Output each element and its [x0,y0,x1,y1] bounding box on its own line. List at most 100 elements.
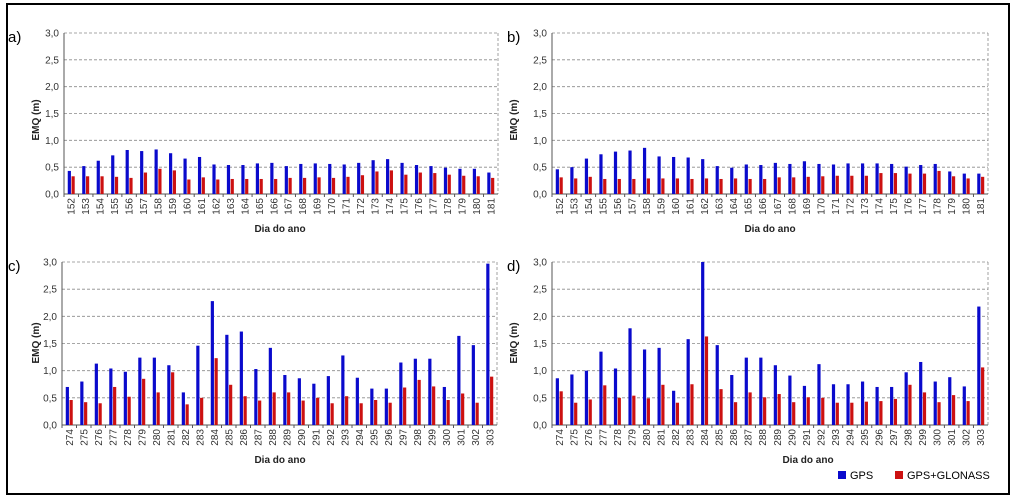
x-tick-label: 173 [371,198,382,215]
bar-gps-glonass [864,401,868,425]
y-tick-label: 2,5 [533,285,547,296]
bar-gps [875,163,879,194]
bar-gps-glonass [172,170,176,194]
bar-gps [413,358,417,425]
bar-gps-glonass [432,386,436,425]
legend-label-gps: GPS [850,470,873,482]
bar-gps [962,386,966,425]
bar-gps-glonass [559,391,563,425]
bar-gps-glonass [433,173,437,194]
bar-gps [313,163,317,194]
bar-gps [715,166,719,194]
bar-gps [442,386,446,425]
x-axis-label-d: Dia do ano [782,455,833,466]
x-tick-label: 277 [598,429,609,446]
x-tick-label: 172 [845,198,856,215]
x-tick-label: 277 [108,429,119,446]
bar-gps [80,381,84,425]
y-tick-label: 1,0 [533,136,547,147]
bar-gps-glonass [475,402,479,425]
legend-swatch-gps-glonass [895,471,903,479]
x-tick-label: 177 [428,198,439,215]
bar-gps-glonass [403,387,407,425]
bar-gps-glonass [835,402,839,425]
bar-gps [599,351,603,425]
bar-gps [270,162,274,194]
bar-gps [399,362,403,425]
x-tick-label: 164 [729,198,740,215]
x-tick-label: 290 [297,429,308,446]
bar-gps [140,151,144,194]
x-tick-label: 155 [598,198,609,215]
bar-gps [109,368,113,425]
x-axis-label-c: Dia do ano [254,455,305,466]
bar-gps [846,163,850,194]
x-axis-label-b: Dia do ano [744,224,795,235]
bar-gps [919,165,923,194]
bar-gps-glonass [158,168,162,194]
bar-gps-glonass [893,173,898,194]
panel-label-a: a) [8,29,21,46]
bar-gps [860,163,865,194]
bar-gps-glonass [98,403,102,425]
x-tick-label: 275 [569,429,580,446]
bar-gps-glonass [69,400,73,425]
bar-gps [96,160,100,194]
bar-gps-glonass [733,178,738,194]
bar-gps-glonass [661,384,665,425]
bar-gps-glonass [748,178,752,194]
bar-gps-glonass [879,401,883,425]
x-tick-label: 290 [787,429,798,446]
bar-gps [212,164,216,194]
bar-gps-glonass [143,172,148,194]
bar-gps-glonass [646,178,650,194]
bar-gps [686,339,690,425]
x-tick-label: 156 [125,198,136,215]
bar-gps-glonass [966,178,970,194]
y-tick-label: 1,0 [43,366,57,377]
bar-gps-glonass [214,358,218,425]
bar-gps-glonass [316,397,320,425]
bar-gps-glonass [951,395,956,425]
bar-gps-glonass [704,336,709,425]
x-tick-label: 285 [715,429,726,446]
x-tick-label: 172 [356,198,367,215]
panel-c: c) EMQ (m) Dia do ano [8,258,306,466]
bar-gps [312,383,316,425]
bar-gps [386,159,390,194]
bar-gps-glonass [777,177,781,194]
x-tick-label: 161 [197,198,208,215]
x-tick-label: 168 [298,198,309,215]
bar-gps [429,166,433,194]
x-tick-label: 179 [457,198,468,215]
x-tick-label: 286 [729,429,740,446]
y-tick-label: 3,0 [43,258,57,269]
bar-gps-glonass [317,177,321,194]
x-tick-label: 152 [555,198,566,215]
bar-gps-glonass [632,178,636,194]
x-tick-label: 282 [181,429,192,446]
bar-gps [225,334,229,425]
bar-gps-glonass [704,178,709,194]
panel-a: a) EMQ (m) Dia do ano [8,29,306,235]
bar-gps [890,386,894,425]
bar-gps [241,165,245,194]
bar-gps-glonass [835,175,839,194]
x-tick-label: 157 [627,198,638,215]
bar-gps-glonass [617,397,621,425]
x-tick-label: 274 [555,429,566,446]
bar-gps-glonass [331,177,336,194]
bar-gps-glonass [588,176,592,194]
x-tick-label: 291 [311,429,322,446]
x-tick-label: 298 [413,429,424,446]
bar-gps-glonass [201,177,205,194]
panel-label-b: b) [507,29,520,46]
bar-gps [788,375,792,425]
bar-gps [817,163,821,194]
x-tick-label: 176 [904,198,915,215]
y-tick-label: 1,5 [45,109,59,120]
bar-gps-glonass [113,386,117,425]
bar-gps [183,158,187,194]
bar-gps-glonass [806,176,810,194]
